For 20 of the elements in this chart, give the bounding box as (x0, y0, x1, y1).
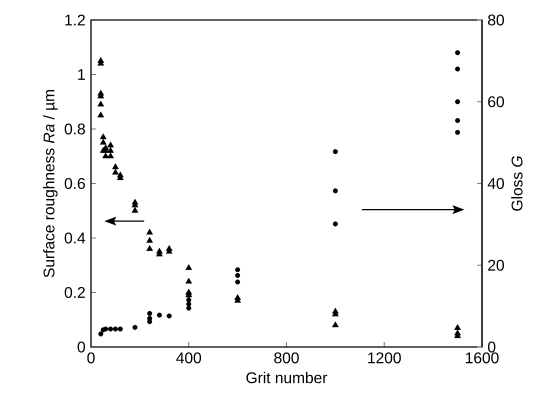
x-axis-title: Grit number (246, 372, 328, 384)
y-tick-label: 1.2 (65, 14, 85, 26)
x-tick-label: 0 (87, 352, 95, 364)
x-tick-label: 400 (176, 352, 202, 364)
y-tick-label: 0.8 (64, 124, 85, 134)
y-tick-label: 0.4 (64, 232, 86, 244)
x-tick-label: 800 (274, 352, 299, 364)
y2-tick-label: 60 (488, 96, 504, 108)
y2-tick-label: 80 (488, 14, 504, 26)
y-tick-label: 0.2 (64, 287, 85, 298)
x-tick-label: 1600 (466, 352, 499, 364)
y2-tick-label: 40 (488, 178, 504, 189)
y2-axis-title: Gloss G (511, 156, 523, 211)
y-tick-label: 0 (78, 342, 86, 352)
y2-tick-label: 0 (488, 342, 496, 352)
y2-tick-label: 20 (488, 260, 504, 271)
y-tick-label: 0.6 (64, 178, 85, 189)
y-axis-title: Surface roughness Ra / µm (43, 90, 58, 278)
y-tick-label: 1 (78, 69, 85, 80)
x-tick-label: 1200 (368, 352, 401, 364)
